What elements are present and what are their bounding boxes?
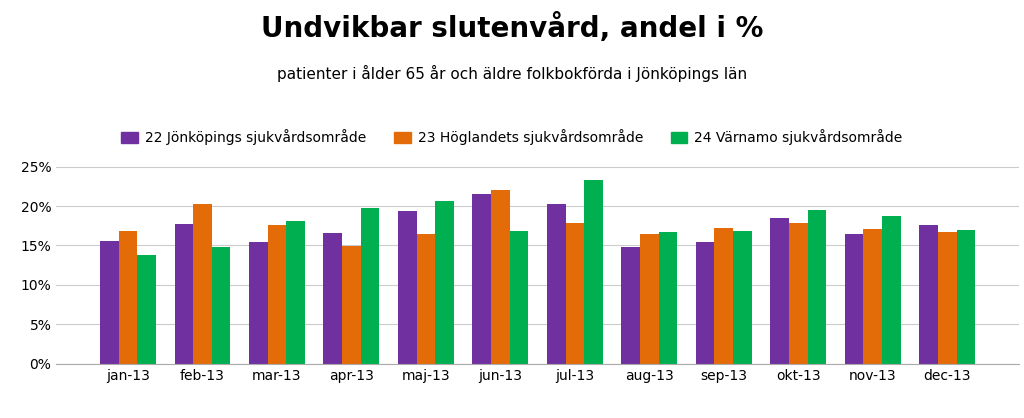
Bar <box>956 230 975 364</box>
Bar <box>565 224 584 364</box>
Bar <box>417 234 435 364</box>
Bar <box>212 247 230 364</box>
Bar <box>863 229 882 364</box>
Bar <box>194 204 212 364</box>
Bar <box>435 201 454 364</box>
Bar <box>882 216 901 364</box>
Bar <box>640 234 658 364</box>
Bar <box>472 194 492 364</box>
Bar <box>342 246 360 364</box>
Bar <box>920 225 938 364</box>
Text: patienter i ålder 65 år och äldre folkbokförda i Jönköpings län: patienter i ålder 65 år och äldre folkbo… <box>276 65 748 82</box>
Bar <box>770 218 788 364</box>
Legend: 22 Jönköpings sjukvårdsområde, 23 Höglandets sjukvårdsområde, 24 Värnamo sjukvår: 22 Jönköpings sjukvårdsområde, 23 Höglan… <box>116 124 908 151</box>
Bar <box>788 224 808 364</box>
Bar <box>360 209 379 364</box>
Bar <box>119 231 137 364</box>
Bar <box>696 242 715 364</box>
Bar <box>137 255 156 364</box>
Bar <box>287 221 305 364</box>
Bar <box>584 180 603 364</box>
Bar <box>249 242 267 364</box>
Bar <box>938 232 956 364</box>
Bar <box>398 211 417 364</box>
Text: Undvikbar slutenvård, andel i %: Undvikbar slutenvård, andel i % <box>261 13 763 43</box>
Bar <box>267 225 287 364</box>
Bar <box>733 231 752 364</box>
Bar <box>715 228 733 364</box>
Bar <box>547 204 565 364</box>
Bar <box>808 210 826 364</box>
Bar <box>658 232 677 364</box>
Bar <box>510 231 528 364</box>
Bar <box>100 241 119 364</box>
Bar <box>622 247 640 364</box>
Bar <box>492 190 510 364</box>
Bar <box>845 234 863 364</box>
Bar <box>174 224 194 364</box>
Bar <box>324 233 342 364</box>
